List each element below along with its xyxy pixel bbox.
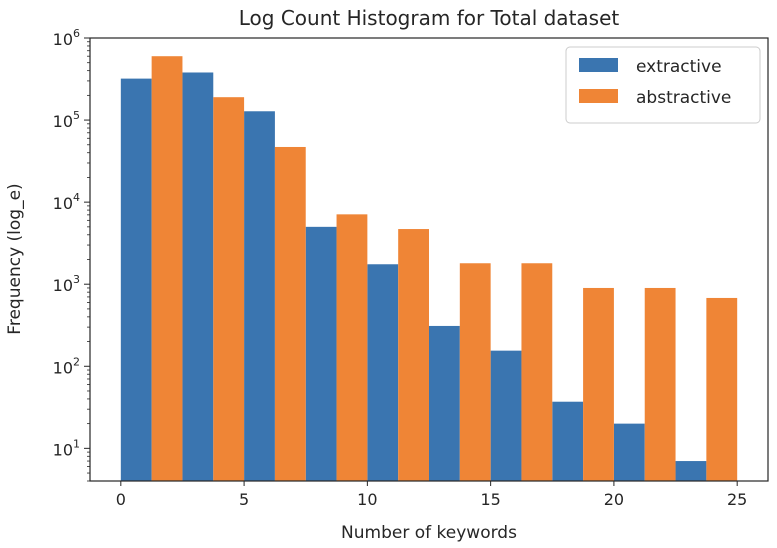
x-tick-label: 10: [357, 490, 377, 509]
y-tick-label: 102: [53, 355, 80, 377]
extractive-bar: [675, 461, 707, 481]
x-tick-label: 5: [239, 490, 249, 509]
x-tick-label: 20: [604, 490, 624, 509]
legend-label-extractive: extractive: [636, 57, 722, 77]
abstractive-bar: [706, 297, 738, 481]
y-axis-ticks: 101 102 103 104 105 106: [53, 27, 90, 482]
extractive-bar: [120, 78, 152, 482]
abstractive-bar: [583, 287, 614, 481]
y-tick-label: 106: [53, 27, 80, 49]
extractive-bar: [613, 423, 645, 481]
plot-frame: [89, 37, 769, 482]
abstractive-bar: [644, 287, 676, 481]
abstractive-bar: [336, 214, 368, 481]
extractive-bar: [367, 264, 399, 481]
extractive-bar: [490, 350, 522, 481]
chart-title: Log Count Histogram for Total dataset: [239, 6, 620, 30]
extractive-bar: [429, 325, 460, 481]
extractive-bar: [552, 401, 584, 481]
legend-swatch-extractive: [579, 58, 618, 72]
legend: extractive abstractive: [565, 46, 761, 124]
x-tick-label: 25: [727, 490, 747, 509]
bars-group: [120, 56, 738, 482]
extractive-bar: [305, 226, 337, 481]
y-tick-label: 103: [53, 273, 80, 295]
x-tick-label: 0: [116, 490, 126, 509]
y-axis-label: Frequency (log_e): [5, 183, 25, 334]
extractive-bar: [244, 111, 275, 481]
x-axis-label: Number of keywords: [341, 523, 517, 543]
legend-swatch-abstractive: [579, 89, 618, 103]
y-tick-label: 101: [53, 437, 80, 459]
y-tick-label: 105: [53, 109, 80, 131]
abstractive-bar: [213, 97, 245, 481]
abstractive-bar: [459, 263, 491, 481]
extractive-bar: [182, 72, 214, 482]
abstractive-bar: [151, 56, 183, 482]
abstractive-bar: [274, 146, 306, 481]
abstractive-bar: [398, 229, 429, 481]
x-tick-label: 15: [480, 490, 500, 509]
legend-label-abstractive: abstractive: [636, 88, 731, 108]
x-axis-ticks: 0 5 10 15 20 25: [116, 481, 747, 509]
abstractive-bar: [521, 263, 553, 481]
y-tick-label: 104: [53, 191, 80, 213]
